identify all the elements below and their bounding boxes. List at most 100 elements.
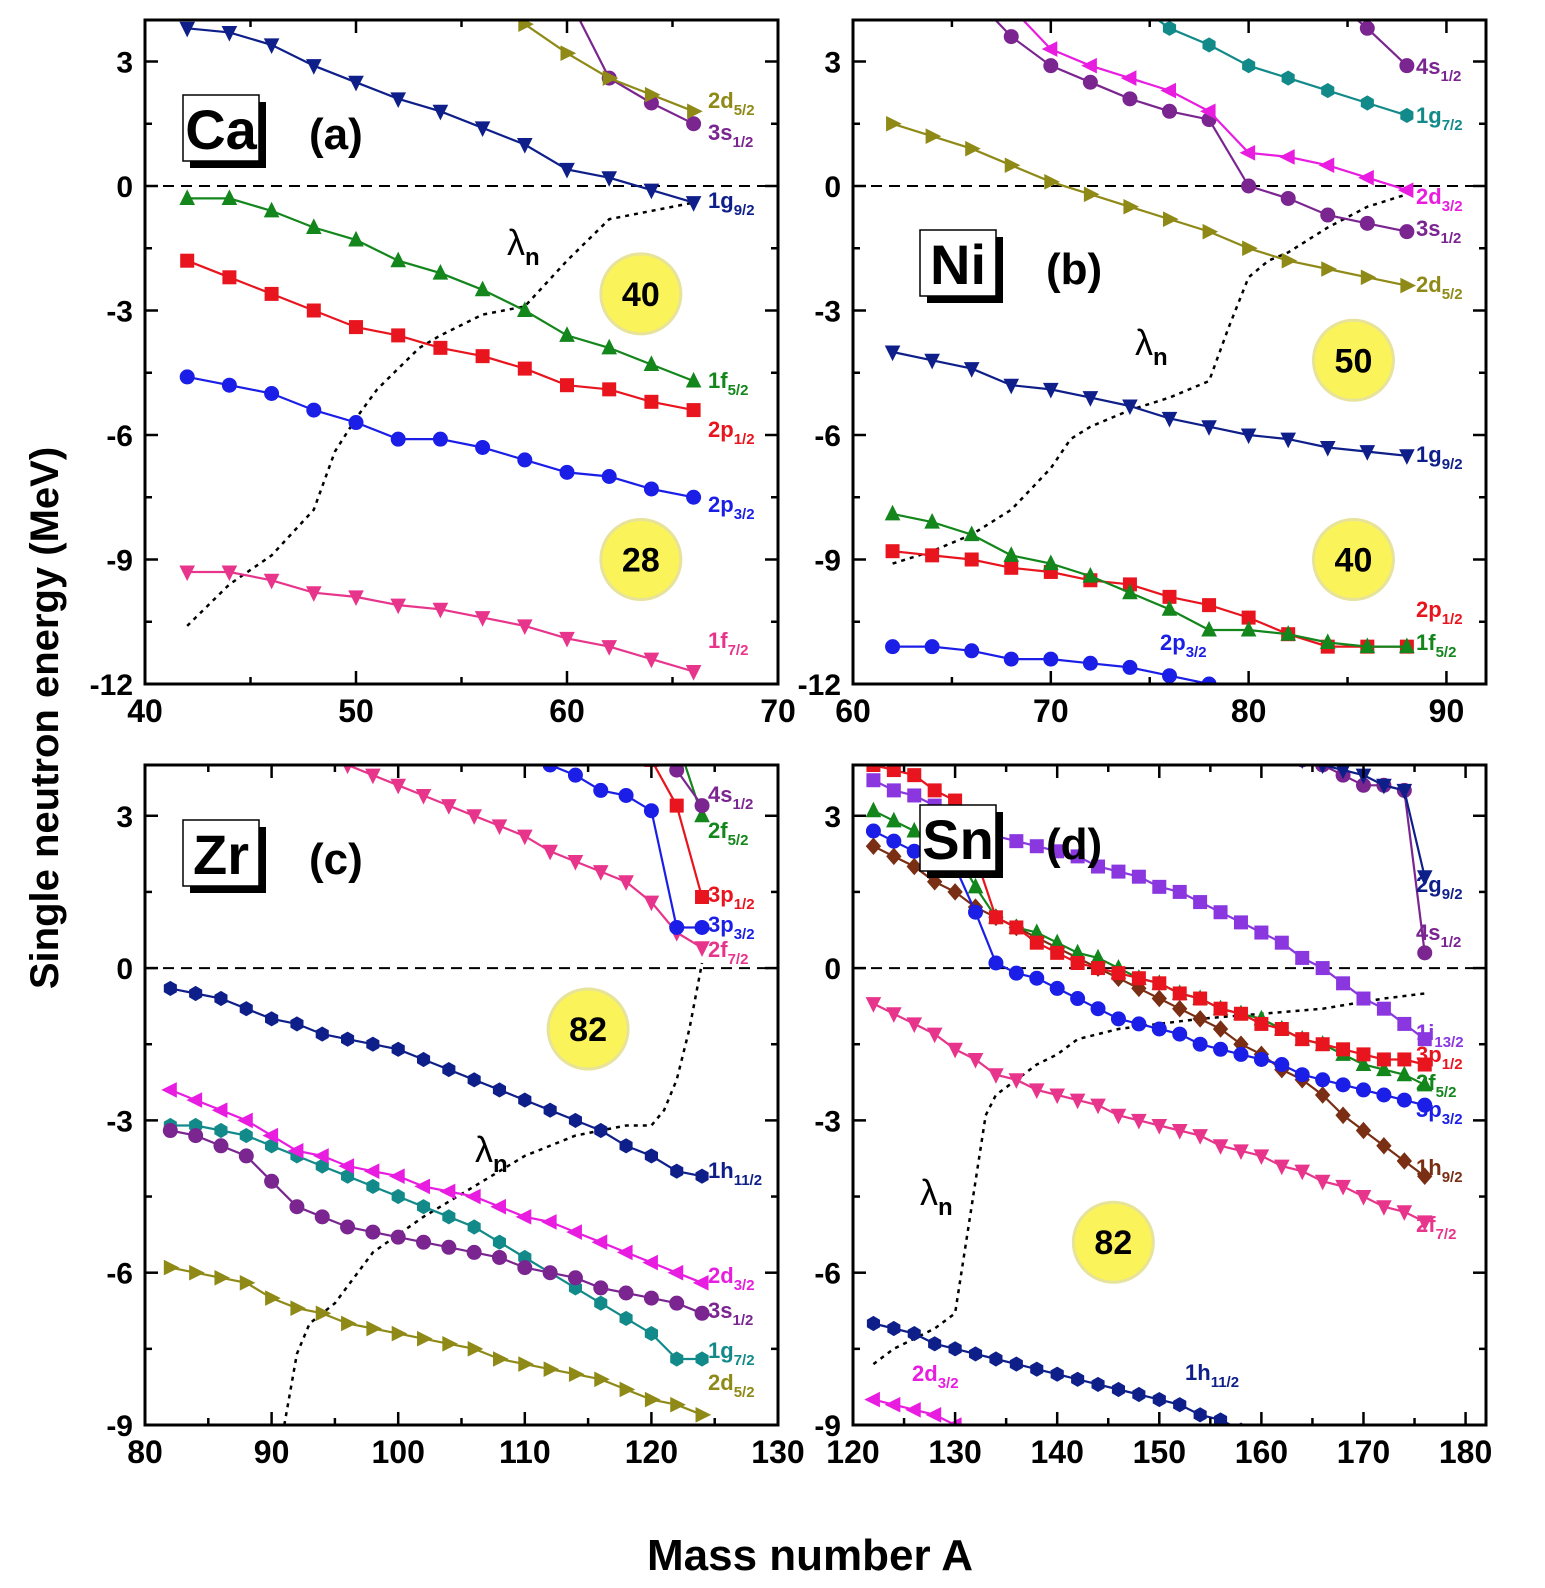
series-label-main: 2f	[708, 937, 728, 962]
element-title: Ca	[185, 98, 257, 161]
data-point	[1274, 935, 1289, 950]
series-label-sub: 5/2	[728, 832, 749, 849]
data-point	[925, 128, 942, 145]
data-point	[1397, 1016, 1412, 1031]
data-point	[1003, 378, 1020, 395]
series-label-sub: 7/2	[728, 951, 749, 968]
data-point	[695, 1407, 712, 1423]
data-point	[1122, 659, 1138, 675]
data-point	[963, 525, 980, 542]
data-point	[543, 1361, 560, 1377]
data-point	[989, 1351, 1003, 1367]
panel-label: (d)	[1046, 820, 1102, 869]
data-point	[669, 1295, 685, 1311]
data-point	[1091, 961, 1106, 976]
y-tick-label: 3	[824, 801, 841, 834]
y-tick-label: 0	[824, 171, 841, 204]
plot-area	[884, 1, 1416, 684]
series-label-sub: 9/2	[1442, 456, 1463, 473]
series-line	[892, 645, 1213, 684]
data-point	[390, 778, 407, 795]
data-point	[1376, 1060, 1392, 1077]
data-point	[644, 1391, 661, 1408]
data-point	[644, 1326, 658, 1342]
data-point	[189, 1264, 205, 1281]
y-tick-label: -12	[798, 669, 841, 702]
data-point	[1336, 976, 1351, 991]
data-point	[1242, 240, 1258, 257]
data-point	[670, 1351, 684, 1367]
data-point	[1131, 1016, 1147, 1032]
data-point	[1192, 1036, 1208, 1052]
data-point	[1192, 1010, 1208, 1028]
x-tick-label: 170	[1337, 1434, 1390, 1470]
series-label: 2f5/2	[708, 818, 748, 849]
data-point	[1355, 1121, 1372, 1140]
series-label: 1g7/2	[708, 1338, 755, 1369]
data-point	[517, 361, 532, 376]
x-tick-label: 80	[127, 1434, 163, 1470]
data-point	[163, 1259, 180, 1276]
data-point	[643, 895, 660, 912]
series-label-sub: 5/2	[734, 102, 755, 119]
series-label: 1h9/2	[1416, 1155, 1463, 1186]
data-point	[543, 1102, 557, 1118]
data-point	[1151, 1021, 1167, 1037]
data-point	[1397, 182, 1414, 198]
data-point	[559, 464, 575, 480]
data-point	[163, 980, 177, 996]
data-point	[1318, 157, 1335, 174]
data-point	[348, 415, 364, 431]
data-point	[670, 1163, 684, 1179]
data-point	[314, 1209, 330, 1225]
data-point	[968, 904, 984, 920]
data-point	[186, 1092, 203, 1108]
data-point	[967, 1052, 984, 1069]
data-point	[391, 1188, 405, 1205]
data-point	[1314, 1174, 1331, 1191]
data-point	[1003, 1, 1017, 15]
y-tick-label: 0	[116, 171, 133, 204]
data-point	[1360, 95, 1374, 111]
data-point	[886, 1007, 902, 1023]
data-point	[1028, 1083, 1045, 1100]
series-line	[652, 765, 704, 898]
data-point	[1003, 29, 1019, 45]
x-tick-label: 90	[1429, 693, 1465, 729]
fermi-label: λn	[920, 1172, 953, 1221]
data-point	[1358, 169, 1374, 186]
series-label: 2f7/2	[1416, 1212, 1456, 1243]
data-point	[264, 286, 279, 301]
data-point	[491, 819, 508, 836]
series-1f5-2	[179, 189, 702, 388]
data-point	[1161, 411, 1178, 428]
series-label-main: 1h	[1416, 1155, 1442, 1180]
data-point	[1319, 633, 1336, 649]
data-point	[965, 140, 981, 157]
data-point	[1242, 58, 1256, 74]
data-point	[602, 382, 617, 397]
data-point	[907, 768, 922, 783]
data-point	[644, 1148, 658, 1164]
data-point	[1359, 637, 1376, 654]
magic-number-label: 40	[622, 276, 660, 314]
data-point	[1213, 905, 1228, 920]
series-2d3-2	[161, 1082, 709, 1291]
data-point	[567, 854, 584, 871]
data-point	[179, 21, 196, 38]
data-point	[559, 631, 575, 648]
data-point	[1359, 20, 1375, 36]
data-point	[239, 1275, 256, 1291]
data-point	[567, 1270, 583, 1286]
data-point	[906, 821, 923, 838]
data-point	[340, 1219, 356, 1235]
data-point	[1416, 870, 1433, 886]
plot-area	[161, 765, 712, 1425]
data-point	[415, 788, 432, 805]
data-point	[264, 386, 280, 401]
series-2d5-2	[886, 115, 1416, 294]
data-point	[866, 1315, 880, 1332]
magic-number-label: 82	[1094, 1224, 1132, 1262]
data-point	[1004, 157, 1021, 174]
data-point	[685, 371, 702, 388]
